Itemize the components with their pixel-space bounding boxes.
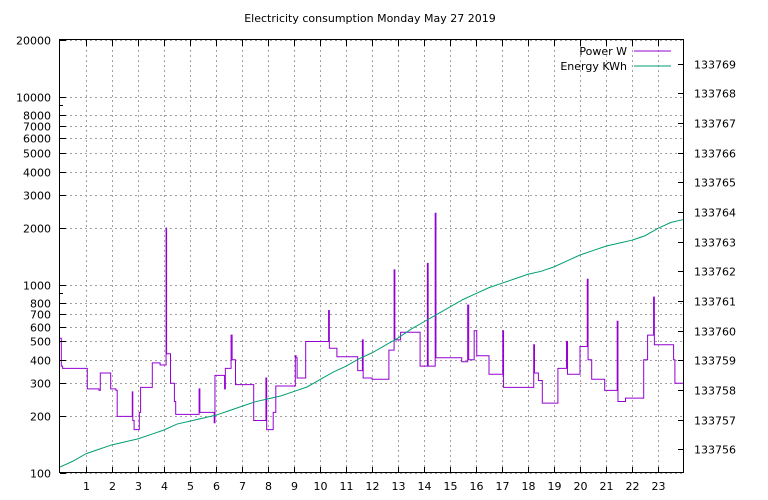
y-tick-label: 20000 [16,35,51,48]
y2-tick-label: 133758 [694,385,736,398]
y-tick-label: 4000 [23,167,51,180]
series-line-energy [59,218,685,468]
y-tick-label: 6000 [23,133,51,146]
x-tick-label: 9 [291,480,298,493]
y2-tick-label: 133760 [694,326,736,339]
y-tick-label: 500 [30,336,51,349]
y-tick-label: 800 [30,298,51,311]
y2-tick-label: 133766 [694,148,736,161]
y-tick-label: 2000 [23,223,51,236]
x-tick-label: 7 [239,480,246,493]
y2-tick-label: 133769 [694,59,736,72]
y2-tick-label: 133762 [694,266,736,279]
y2-tick-label: 133765 [694,177,736,190]
y-tick-label: 5000 [23,148,51,161]
legend-label: Power W [579,45,627,58]
y2-tick-label: 133768 [694,88,736,101]
y-tick-label: 10000 [16,92,51,105]
y-tick-label: 400 [30,355,51,368]
x-tick-label: 21 [600,480,614,493]
series-line-power [60,212,684,431]
x-tick-label: 20 [574,480,588,493]
y2-tick-label: 133764 [694,207,736,220]
x-tick-label: 18 [522,480,536,493]
y2-tick-label: 133763 [694,237,736,250]
x-tick-label: 6 [213,480,220,493]
legend-label: Energy KWh [560,60,627,73]
y2-tick-label: 133759 [694,355,736,368]
x-tick-label: 14 [418,480,432,493]
x-tick-label: 23 [652,480,666,493]
x-tick-label: 22 [626,480,640,493]
y-tick-label: 700 [30,309,51,322]
x-tick-label: 13 [392,480,406,493]
chart-title: Electricity consumption Monday May 27 20… [244,12,496,25]
y-tick-label: 7000 [23,121,51,134]
x-tick-label: 11 [340,480,354,493]
y2-tick-label: 133756 [694,444,736,457]
tick-layer: 1 2 3 4 5 6 7 8 9 10 11 12 13 14 15 16 17 18 19 20 21 22 23100… [16,35,736,494]
x-tick-label: 16 [470,480,484,493]
x-tick-label: 8 [265,480,272,493]
y2-tick-label: 133761 [694,296,736,309]
y2-tick-label: 133767 [694,118,736,131]
x-tick-label: 3 [135,480,142,493]
x-tick-label: 4 [161,480,168,493]
x-tick-label: 10 [314,480,328,493]
x-tick-label: 19 [548,480,562,493]
x-tick-label: 2 [109,480,116,493]
y-tick-label: 300 [30,378,51,391]
x-tick-label: 17 [496,480,510,493]
y-tick-label: 3000 [23,190,51,203]
y-tick-label: 600 [30,322,51,335]
x-tick-label: 12 [366,480,380,493]
x-tick-label: 15 [444,480,458,493]
y-tick-label: 8000 [23,110,51,123]
plot-frame [59,39,684,473]
grid-layer [60,40,684,474]
y2-tick-label: 133757 [694,415,736,428]
x-tick-label: 1 [83,480,90,493]
y-tick-label: 200 [30,411,51,424]
x-tick-label: 5 [187,480,194,493]
series-layer [59,212,685,468]
y-tick-label: 100 [30,468,51,481]
y-tick-label: 1000 [23,280,51,293]
legend: Power W Energy KWh [560,45,671,73]
